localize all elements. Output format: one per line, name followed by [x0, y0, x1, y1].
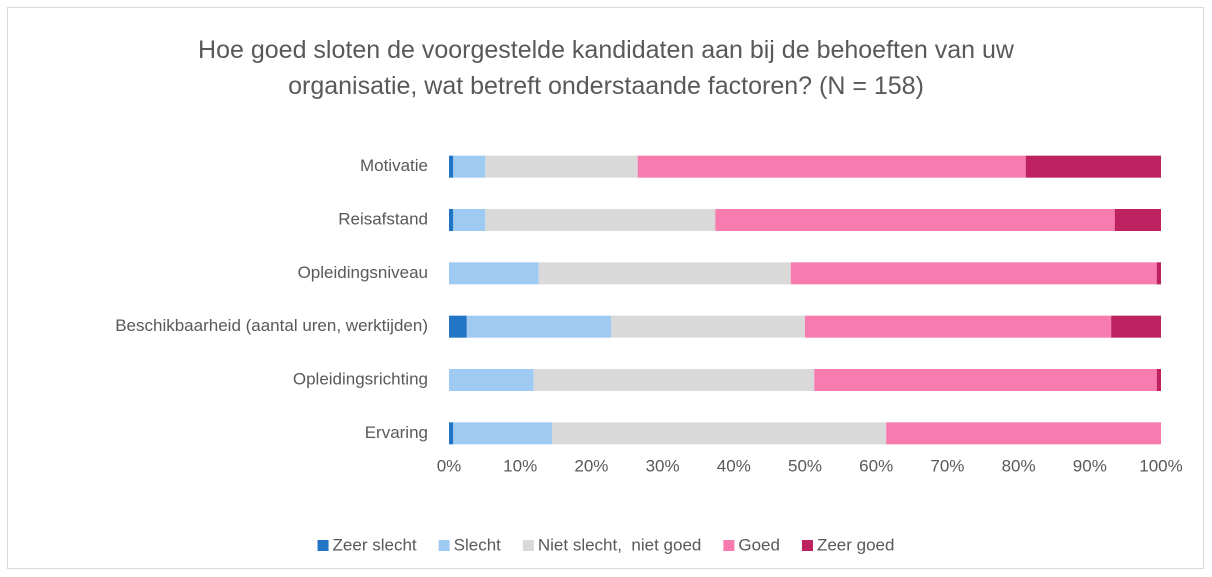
bar-segment — [449, 262, 539, 285]
bar-segment — [1111, 315, 1161, 338]
legend-label: Niet slecht, niet goed — [538, 535, 701, 554]
y-tick-label: Reisafstand — [338, 209, 428, 228]
bar-segment — [715, 209, 1115, 231]
bar-segment — [485, 209, 716, 231]
bar-segment — [886, 422, 1161, 445]
y-tick-label: Opleidingsniveau — [298, 263, 428, 282]
bar-segment — [453, 155, 486, 178]
x-tick-label: 20% — [574, 456, 608, 475]
bar-segment — [1156, 369, 1161, 391]
x-tick-label: 50% — [788, 456, 822, 475]
legend-label: Zeer goed — [817, 535, 895, 554]
legend-label: Zeer slecht — [333, 535, 417, 554]
bar-segment — [449, 422, 454, 445]
bar-segment — [453, 209, 486, 231]
bar-segment — [453, 422, 553, 445]
bar-segment — [1156, 262, 1161, 285]
bar-segment — [637, 155, 1026, 178]
x-tick-label: 70% — [930, 456, 964, 475]
y-tick-label: Ervaring — [365, 423, 428, 442]
bar-segment — [449, 209, 454, 231]
x-tick-label: 60% — [859, 456, 893, 475]
bar-segment — [814, 369, 1157, 391]
bar-segment — [485, 155, 638, 178]
x-tick-label: 10% — [503, 456, 537, 475]
legend-label: Goed — [738, 535, 780, 554]
bar-segment — [449, 315, 467, 338]
bar-segment — [552, 422, 887, 445]
y-tick-label: Opleidingsrichting — [293, 369, 428, 388]
legend-swatch — [438, 540, 450, 551]
bar-segment — [611, 315, 805, 338]
bar-segment — [790, 262, 1157, 285]
chart-frame — [7, 7, 1204, 569]
y-tick-label: Motivatie — [360, 156, 428, 175]
bar-segment — [1025, 155, 1161, 178]
bar-segment — [449, 155, 454, 178]
x-tick-label: 40% — [717, 456, 751, 475]
bar-segment — [538, 262, 791, 285]
chart-title: Hoe goed sloten de voorgestelde kandidat… — [198, 36, 1014, 100]
bar-segment — [805, 315, 1112, 338]
bar-segment — [1114, 209, 1161, 231]
bar-segment — [533, 369, 815, 391]
x-tick-label: 90% — [1073, 456, 1107, 475]
bar-segment — [449, 369, 534, 391]
legend-label: Slecht — [454, 535, 502, 554]
bar-segment — [466, 315, 612, 338]
x-tick-label: 30% — [646, 456, 680, 475]
legend-swatch — [723, 540, 735, 551]
x-tick-label: 0% — [437, 456, 462, 475]
x-tick-label: 100% — [1139, 456, 1182, 475]
legend-swatch — [522, 540, 534, 551]
legend-swatch — [317, 540, 329, 551]
y-tick-label: Beschikbaarheid (aantal uren, werktijden… — [115, 316, 428, 335]
x-tick-label: 80% — [1002, 456, 1036, 475]
legend-swatch — [801, 540, 813, 551]
